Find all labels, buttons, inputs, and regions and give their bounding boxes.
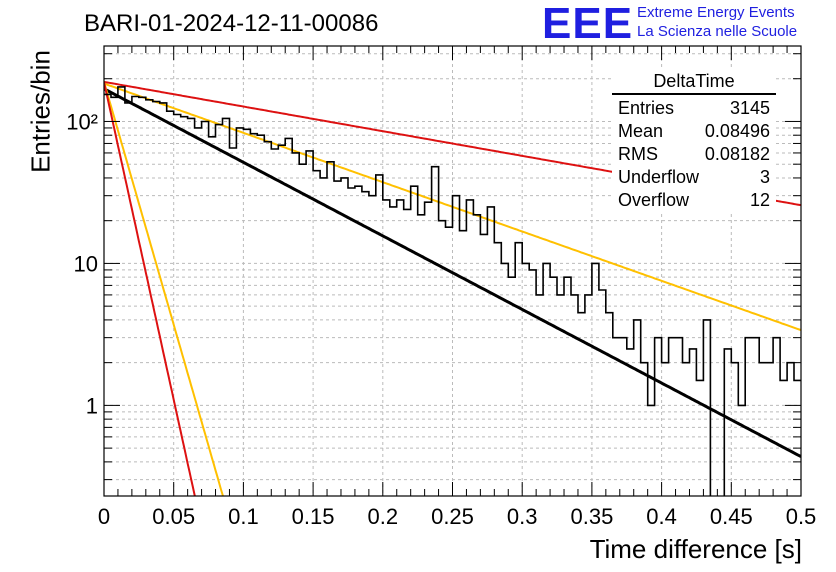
stats-value: 0.08496 [704,121,770,141]
y-tick-label: 10 [74,251,98,276]
stats-row-entries: Entries 3145 [612,97,776,120]
x-tick-label: 0 [98,504,110,529]
stats-label: Mean [618,121,664,141]
axis-ticks [103,46,802,496]
stats-box: DeltaTime Entries 3145 Mean 0.08496 RMS … [612,70,776,212]
chart-title: BARI-01-2024-12-11-00086 [84,10,379,37]
y-tick-label: 10² [66,109,98,134]
stats-value: 12 [749,190,770,210]
x-tick-label: 0.05 [152,504,195,529]
fit-curve-3 [104,81,224,496]
fit-curve-0 [104,87,801,458]
stats-value: 3 [759,167,770,187]
stats-row-rms: RMS 0.08182 [612,143,776,166]
logo-tagline-1: Extreme Energy Events [637,4,795,21]
eee-logo: EEE [542,0,634,48]
stats-row-overflow: Overflow 12 [612,189,776,212]
stats-label: Entries [618,98,675,118]
x-tick-label: 0.2 [368,504,399,529]
y-axis-label: Entries/bin [25,50,56,173]
logo-tagline-2: La Scienza nelle Scuole [637,23,798,40]
x-tick-label: 0.35 [570,504,613,529]
stats-value: 0.08182 [704,144,770,164]
x-axis-label: Time difference [s] [589,534,802,564]
stats-value: 3145 [729,98,770,118]
stats-row-underflow: Underflow 3 [612,166,776,189]
stats-label: Overflow [618,190,690,210]
x-tick-label: 0.15 [292,504,335,529]
stats-title: DeltaTime [612,70,776,95]
x-tick-label: 0.45 [710,504,753,529]
x-tick-label: 0.1 [228,504,259,529]
x-tick-label: 0.25 [431,504,474,529]
stats-label: Underflow [618,167,700,187]
histogram-line [104,86,801,496]
stats-row-mean: Mean 0.08496 [612,120,776,143]
stats-label: RMS [618,144,658,164]
histogram [104,86,801,496]
fit-curve-4 [104,81,196,496]
x-tick-label: 0.5 [786,504,817,529]
tick-labels: 0 0.05 0.1 0.15 0.2 0.25 0.3 0.35 0.4 0.45 0.5 1 10 1… [66,109,816,529]
y-tick-label: 1 [86,393,98,418]
x-tick-label: 0.3 [507,504,538,529]
x-tick-label: 0.4 [646,504,677,529]
